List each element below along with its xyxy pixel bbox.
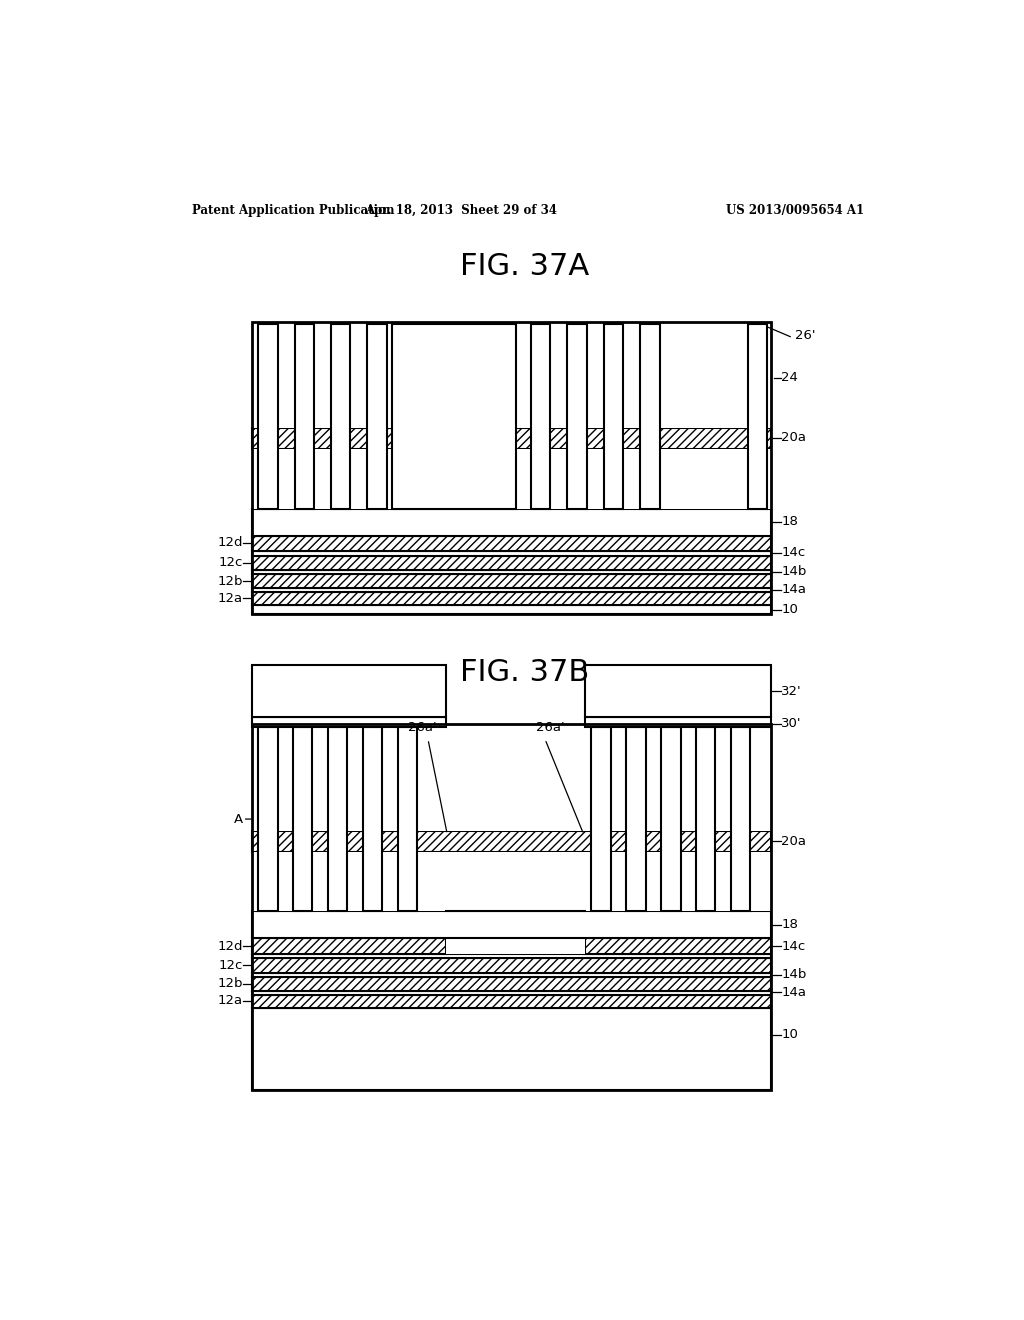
- Bar: [391, 323, 515, 508]
- Bar: [586, 939, 771, 954]
- Bar: [252, 605, 771, 614]
- Text: 18: 18: [781, 917, 798, 931]
- Bar: [295, 323, 314, 508]
- Text: 12c: 12c: [218, 958, 243, 972]
- Bar: [368, 323, 387, 508]
- Text: Patent Application Publication: Patent Application Publication: [191, 205, 394, 218]
- Bar: [252, 830, 771, 853]
- Bar: [362, 726, 382, 911]
- Text: 14c: 14c: [781, 940, 806, 953]
- Bar: [252, 323, 771, 428]
- Bar: [328, 726, 347, 911]
- Text: 14a: 14a: [781, 583, 806, 597]
- Bar: [252, 570, 771, 574]
- Bar: [252, 508, 771, 536]
- Bar: [252, 589, 771, 591]
- Text: 26a': 26a': [409, 721, 437, 734]
- Bar: [640, 323, 659, 508]
- Bar: [252, 428, 771, 449]
- Bar: [252, 853, 771, 911]
- Bar: [567, 323, 587, 508]
- Bar: [252, 556, 771, 570]
- Bar: [662, 726, 681, 911]
- Text: 14b: 14b: [781, 565, 807, 578]
- Bar: [445, 939, 586, 954]
- Bar: [252, 954, 771, 958]
- Bar: [293, 726, 312, 911]
- Bar: [252, 322, 771, 614]
- Bar: [252, 973, 771, 977]
- Bar: [696, 726, 716, 911]
- Text: 18: 18: [781, 515, 798, 528]
- Bar: [586, 665, 771, 718]
- Bar: [252, 991, 771, 995]
- Text: 12c: 12c: [218, 556, 243, 569]
- Text: 14c: 14c: [781, 546, 806, 560]
- Bar: [252, 977, 771, 991]
- Bar: [397, 726, 417, 911]
- Text: 10: 10: [781, 1028, 798, 1041]
- Bar: [252, 726, 771, 830]
- Text: 32': 32': [781, 685, 802, 698]
- Bar: [252, 995, 771, 1007]
- Bar: [252, 1007, 771, 1090]
- Bar: [604, 323, 624, 508]
- Text: 12b: 12b: [217, 977, 243, 990]
- Bar: [252, 725, 771, 1090]
- Bar: [252, 552, 771, 556]
- Text: A: A: [233, 813, 243, 825]
- Text: 12a: 12a: [217, 591, 243, 605]
- Text: 26a': 26a': [536, 721, 564, 734]
- Text: 20a: 20a: [781, 432, 806, 445]
- Text: FIG. 37B: FIG. 37B: [460, 659, 590, 688]
- Text: 30': 30': [781, 717, 802, 730]
- Bar: [252, 591, 771, 605]
- Bar: [627, 726, 646, 911]
- Bar: [258, 726, 278, 911]
- Bar: [252, 574, 771, 589]
- Bar: [252, 536, 771, 552]
- Text: US 2013/0095654 A1: US 2013/0095654 A1: [726, 205, 864, 218]
- Text: 24: 24: [781, 371, 798, 384]
- Bar: [252, 718, 445, 726]
- Text: 12d: 12d: [217, 940, 243, 953]
- Text: FIG. 37A: FIG. 37A: [460, 252, 590, 281]
- Bar: [748, 323, 767, 508]
- Bar: [586, 718, 771, 726]
- Text: 26': 26': [795, 329, 815, 342]
- Text: 10: 10: [781, 603, 798, 616]
- Text: Apr. 18, 2013  Sheet 29 of 34: Apr. 18, 2013 Sheet 29 of 34: [366, 205, 557, 218]
- Bar: [252, 449, 771, 508]
- Bar: [592, 726, 611, 911]
- Text: 12b: 12b: [217, 574, 243, 587]
- Bar: [531, 323, 550, 508]
- Bar: [258, 323, 278, 508]
- Text: 12d: 12d: [217, 536, 243, 549]
- Bar: [252, 665, 445, 718]
- Bar: [252, 958, 771, 973]
- Text: 12a: 12a: [217, 994, 243, 1007]
- Bar: [252, 912, 771, 939]
- Bar: [731, 726, 751, 911]
- Bar: [252, 939, 445, 954]
- Text: 14a: 14a: [781, 986, 806, 999]
- Text: 20a: 20a: [781, 834, 806, 847]
- Text: 14b: 14b: [781, 968, 807, 981]
- Bar: [331, 323, 350, 508]
